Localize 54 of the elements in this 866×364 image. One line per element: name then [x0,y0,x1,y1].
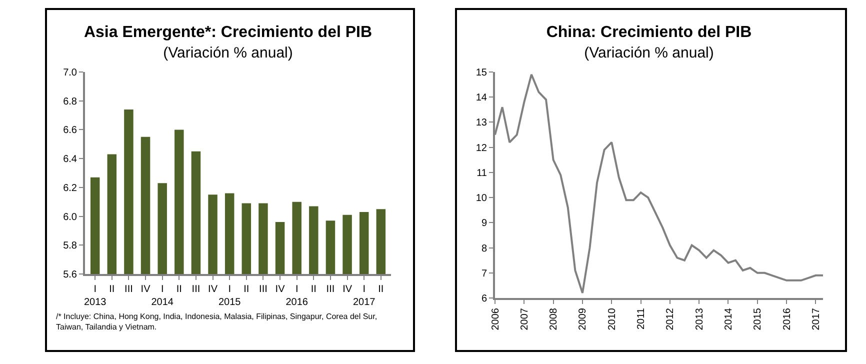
x-tick-label: 2014 [723,308,734,330]
y-tick-label: 13 [476,118,488,129]
chart-title: China: Crecimiento del PIB [546,24,752,41]
x-tick-label: II [310,284,316,295]
line-series [495,74,823,294]
y-tick-label: 12 [476,142,488,154]
x-tick-label: III [326,284,335,295]
y-tick-label: 9 [481,218,488,230]
chart-subtitle: (Variación % anual) [584,44,714,62]
y-tick-label: 5.6 [63,270,78,280]
x-tick-label: 2011 [636,308,648,330]
x-tick-label: I 2016 [286,284,308,308]
y-tick-label: 11 [476,168,488,179]
y-tick-label: 6.0 [63,212,78,223]
x-tick-label: I 2015 [218,284,242,308]
x-tick-label: 2015 [752,308,764,330]
chart-title: Asia Emergente*: Crecimiento del PIB [84,24,372,41]
x-tick-label: 2009 [578,308,589,330]
x-tick-label: IV [275,284,286,295]
x-tick-label: III [124,284,133,295]
x-tick-label: III [259,284,268,295]
x-tick-label: II [109,284,115,295]
y-tick-label: 6.2 [63,182,78,194]
y-tick-label: 6.8 [63,96,78,108]
x-tick-label: 2006 [490,308,502,330]
y-tick-label: 7 [481,268,488,280]
x-tick-label: III [192,284,200,295]
text: /* Incluye: China, Hong Kong, India, Indonesia, Malasia, Filipinas, Singapur, Corea del Sur, Taiwan, Tailandia y Vietnam. [56,312,378,332]
y-tick-label: 6.4 [63,154,78,166]
chart-subtitle: (Variación % anual) [163,44,293,62]
x-tick-label: II [244,284,250,295]
x-tick-label: I 2017 [352,284,376,308]
x-tick-label: 2012 [665,308,676,330]
x-tick-label: 2008 [548,308,560,330]
x-tick-label: 2010 [606,308,618,330]
y-tick-label: 7.0 [63,68,78,78]
x-tick-label: 2017 [810,308,822,330]
y-tick-label: 14 [476,92,488,104]
x-tick-label: II [176,284,182,295]
y-tick-label: 6 [481,294,488,304]
y-tick-label: 5.8 [63,240,78,252]
y-tick-label: 15 [476,68,488,78]
y-tick-label: 8 [481,243,488,254]
x-tick-label: IV [208,284,218,295]
x-tick-label: I 2014 [151,284,174,308]
x-tick-label: II [378,284,384,295]
x-tick-label: IV [140,284,151,295]
x-tick-label: 2013 [694,308,706,330]
x-tick-label: I 2013 [84,284,107,308]
y-tick-label: 6.6 [63,125,78,136]
x-tick-label: 2016 [782,308,793,330]
x-tick-label: 2007 [519,308,530,330]
x-tick-label: IV [342,284,352,295]
y-tick-label: 10 [476,193,488,204]
